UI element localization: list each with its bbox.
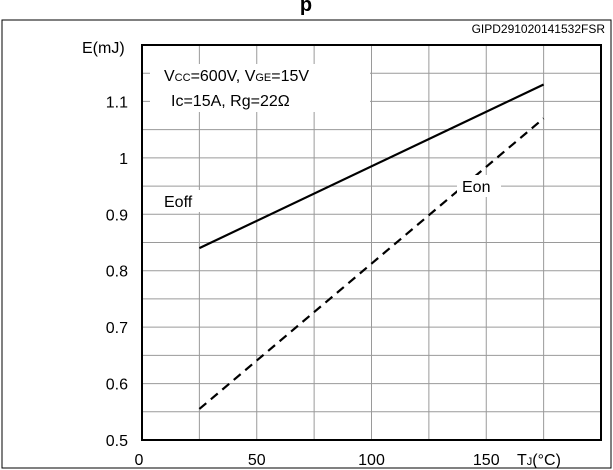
x-axis-label-main: T <box>517 452 527 469</box>
series-label-eon: Eon <box>457 175 501 197</box>
series-line-eon <box>198 117 545 410</box>
series-lines <box>198 83 545 410</box>
x-tick-label: 50 <box>248 452 266 469</box>
figure-code: GIPD291020141532FSR <box>472 22 606 36</box>
y-tick-label: 0.6 <box>106 377 128 394</box>
conditions-line-1: VCC=600V, VGE=15V <box>164 68 309 85</box>
series-line-eoff <box>198 83 545 250</box>
conditions-box: VCC=600V, VGE=15V Ic=15A, Rg=22Ω <box>150 64 370 112</box>
y-tick-label: 0.5 <box>106 433 128 450</box>
figure-title-fragment: p <box>300 0 312 16</box>
x-axis-label-sub: J <box>527 456 533 468</box>
y-tick-labels: 0.5 0.6 0.7 0.8 0.9 1 1.1 <box>106 94 128 450</box>
x-tick-label: 150 <box>473 452 500 469</box>
grid <box>142 45 601 440</box>
x-tick-label: 0 <box>135 452 144 469</box>
plot-area <box>141 44 602 441</box>
y-axis-label: E(mJ) <box>82 40 125 57</box>
conditions-line-2: Ic=15A, Rg=22Ω <box>171 93 290 110</box>
x-axis-label: TJ(°C) <box>517 452 561 469</box>
y-tick-label: 0.8 <box>106 264 128 281</box>
series-label-eoff-text: Eoff <box>164 194 193 211</box>
y-tick-label: 0.9 <box>106 207 128 224</box>
x-axis-label-unit: (°C) <box>532 452 561 469</box>
figure-frame <box>1 19 612 469</box>
x-tick-label: 100 <box>358 452 385 469</box>
y-tick-label: 1 <box>119 151 128 168</box>
y-tick-label: 0.7 <box>106 320 128 337</box>
series-label-eon-text: Eon <box>462 179 490 196</box>
y-tick-label: 1.1 <box>106 94 128 111</box>
x-tick-labels: 0 50 100 150 <box>135 452 500 469</box>
series-label-eoff: Eoff <box>161 190 203 212</box>
